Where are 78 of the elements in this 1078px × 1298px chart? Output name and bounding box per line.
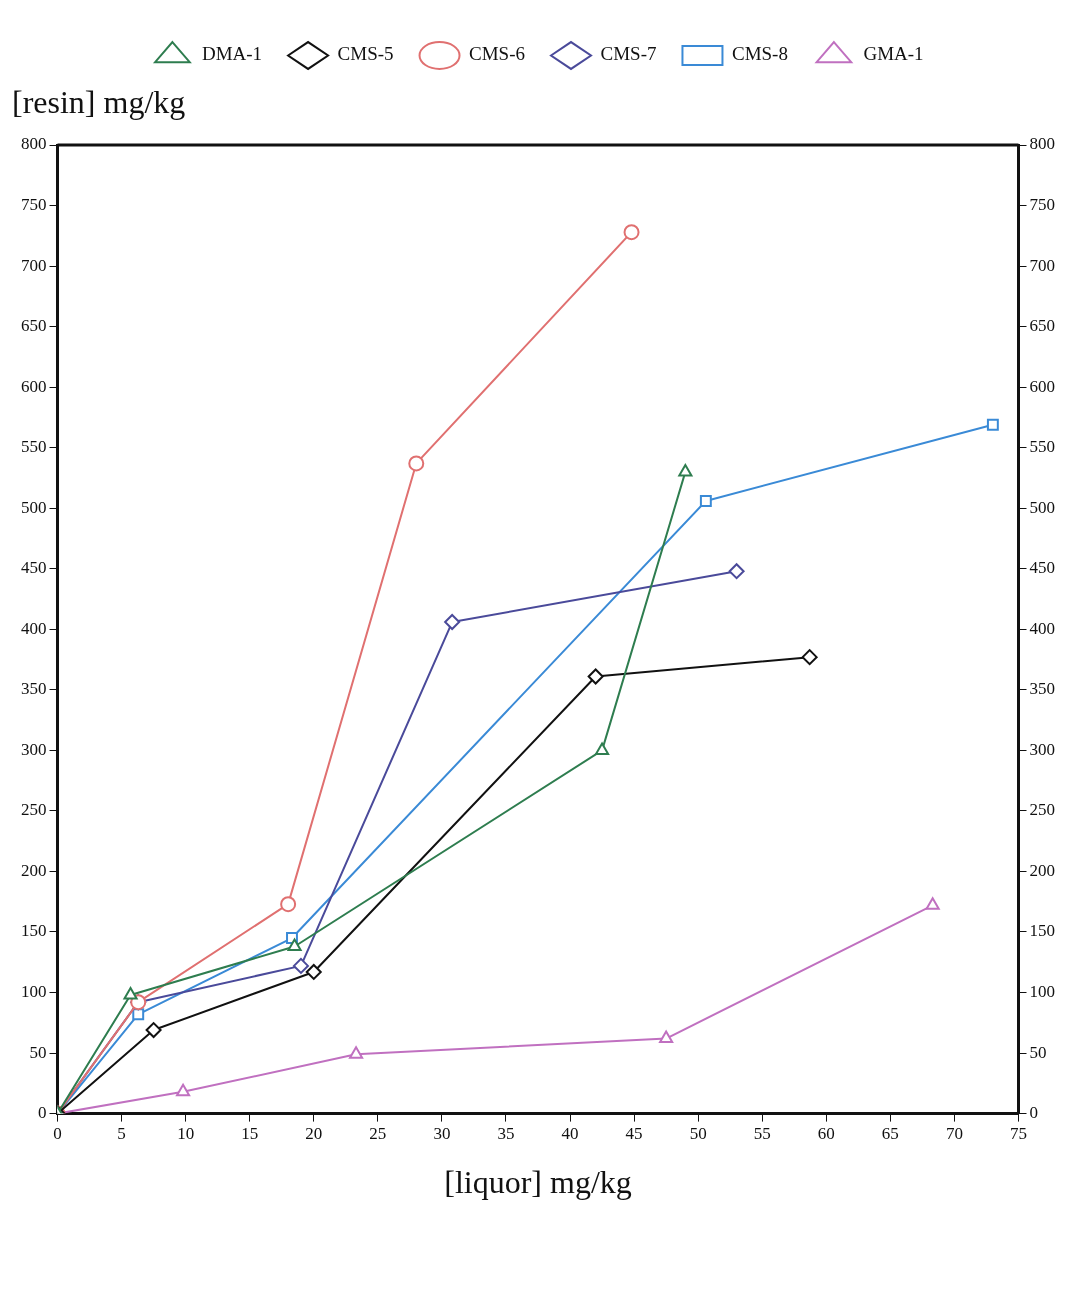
point — [587, 668, 604, 685]
y2-tick-label: 700 — [1029, 255, 1055, 275]
y-tick-label: 400 — [21, 618, 47, 638]
point — [678, 463, 693, 477]
y-tick-label: 50 — [29, 1042, 47, 1062]
point — [728, 563, 745, 580]
x-tick-label: 65 — [881, 1124, 899, 1144]
y-tick-label: 150 — [21, 921, 47, 941]
y-tick-label: 250 — [21, 800, 47, 820]
point — [280, 896, 297, 913]
x-tick-label: 20 — [305, 1124, 323, 1144]
point — [623, 224, 640, 241]
x-tick-label: 45 — [625, 1124, 643, 1144]
x-tick-label: 25 — [369, 1124, 387, 1144]
x-tick-label: 35 — [497, 1124, 515, 1144]
y-tick-label: 800 — [21, 134, 47, 154]
y2-tick-label: 450 — [1029, 558, 1055, 578]
y2-tick-label: 550 — [1029, 437, 1055, 457]
y2-tick-label: 150 — [1029, 921, 1055, 941]
x-tick-label: 50 — [689, 1124, 707, 1144]
y-tick-label: 600 — [21, 376, 47, 396]
point — [925, 897, 940, 910]
point — [348, 1046, 364, 1059]
legend-label: GMA-1 — [863, 43, 924, 65]
y-axis-title: [resin] mg/kg — [12, 84, 186, 121]
legend-label: CMS-7 — [600, 43, 657, 65]
y2-tick-label: 750 — [1029, 195, 1055, 215]
y-tick-label: 100 — [21, 981, 47, 1001]
x-tick-label: 10 — [177, 1124, 195, 1144]
x-axis-title: [liquor] mg/kg — [443, 1164, 633, 1201]
point — [444, 614, 461, 631]
point — [595, 742, 610, 755]
y2-tick-label: 200 — [1029, 860, 1055, 880]
y2-tick-label: 500 — [1029, 497, 1055, 517]
point — [145, 1022, 162, 1039]
point — [305, 963, 322, 980]
y-tick-label: 550 — [21, 437, 47, 457]
legend-label: DMA-1 — [201, 43, 263, 65]
y2-tick-label: 400 — [1029, 618, 1055, 638]
y2-tick-label: 350 — [1029, 679, 1055, 699]
legend-label: CMS-6 — [469, 43, 526, 65]
y-tick-label: 450 — [21, 558, 47, 578]
x-tick-label: 60 — [817, 1124, 835, 1144]
y-tick-label: 700 — [21, 255, 47, 275]
point — [123, 986, 138, 1000]
legend-label: CMS-8 — [731, 43, 788, 65]
point — [699, 495, 712, 507]
y2-tick-label: 100 — [1029, 981, 1055, 1001]
point — [659, 1030, 674, 1044]
point — [287, 938, 302, 952]
point — [292, 957, 309, 974]
x-tick-label: 55 — [753, 1124, 771, 1144]
y2-tick-label: 800 — [1029, 134, 1055, 154]
y-tick-label: 750 — [21, 195, 47, 215]
x-tick-label: 5 — [117, 1124, 126, 1144]
legend-label: CMS-5 — [337, 43, 394, 65]
point — [176, 1083, 191, 1097]
y2-tick-label: 300 — [1029, 739, 1055, 759]
y-tick-label: 650 — [21, 316, 47, 336]
x-tick-label: 30 — [433, 1124, 451, 1144]
x-tick-label: 15 — [241, 1124, 259, 1144]
x-tick-label: 40 — [561, 1124, 579, 1144]
point — [986, 418, 999, 431]
y-tick-label: 350 — [21, 679, 47, 699]
y2-tick-label: 650 — [1029, 316, 1055, 336]
y-tick-label: 300 — [21, 739, 47, 759]
y2-tick-label: 600 — [1029, 376, 1055, 396]
y2-tick-label: 50 — [1029, 1042, 1047, 1062]
y-tick-label: 0 — [38, 1103, 47, 1123]
point — [408, 455, 425, 472]
x-tick-label: 75 — [1010, 1124, 1027, 1144]
y-tick-label: 500 — [21, 497, 47, 517]
y2-tick-label: 0 — [1029, 1103, 1038, 1123]
y-tick-label: 200 — [21, 860, 47, 880]
x-tick-label: 70 — [945, 1124, 963, 1144]
point — [801, 649, 818, 666]
x-tick-label: 0 — [53, 1124, 62, 1144]
y2-tick-label: 250 — [1029, 800, 1055, 820]
